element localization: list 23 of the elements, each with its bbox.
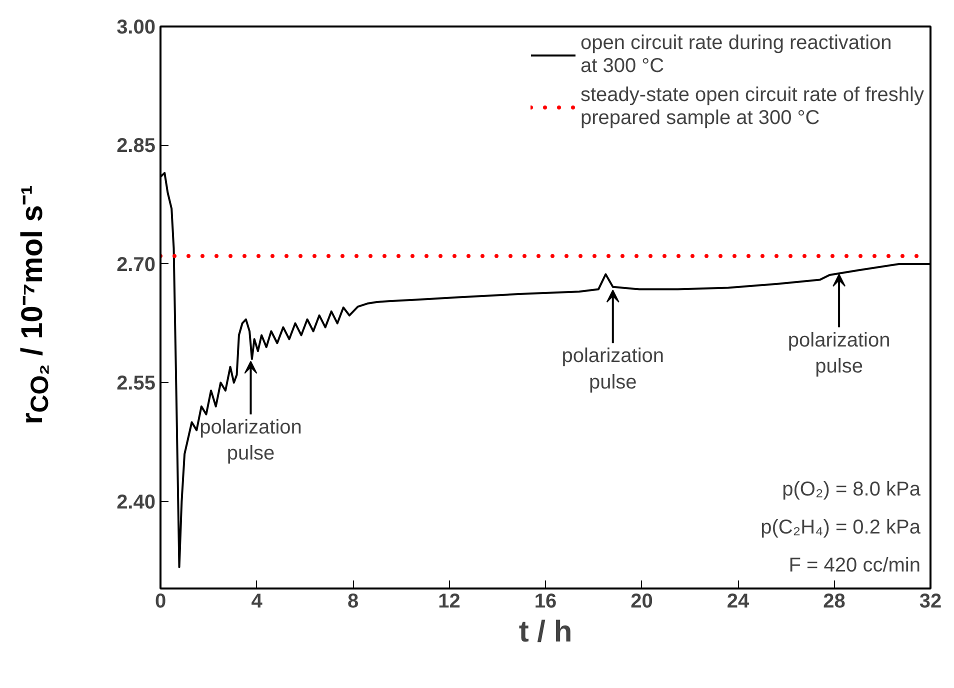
x-tick-label: 12	[438, 590, 460, 612]
x-tick-label: 32	[919, 590, 942, 612]
y-tick-label: 3.00	[116, 16, 156, 38]
y-tick-label: 2.40	[116, 491, 156, 514]
annotation: polarization pulse	[200, 416, 302, 465]
annotation: F = 420 cc/min	[788, 554, 920, 576]
annotation: p(O₂) = 8.0 kPa	[782, 478, 922, 500]
x-tick-label: 8	[347, 590, 359, 612]
annotation: polarization pulse	[788, 329, 890, 378]
annotation: polarization pulse	[562, 345, 664, 394]
x-tick-label: 0	[154, 590, 166, 612]
y-tick-label: 2.85	[116, 135, 156, 158]
x-tick-label: 4	[251, 590, 264, 612]
y-tick-label: 2.70	[116, 254, 156, 276]
x-tick-label: 16	[534, 590, 557, 612]
legend-label: steady-state open circuit rate of freshly prepared sample at 300 °C	[580, 84, 924, 130]
x-tick-label: 24	[726, 590, 750, 612]
x-tick-label: 20	[630, 590, 653, 612]
x-tick-label: 28	[823, 590, 846, 612]
y-tick-label: 2.55	[116, 372, 156, 395]
legend-label: open circuit rate during reactivation at 300 °C	[580, 32, 892, 78]
x-axis-title: t / h	[518, 616, 572, 648]
annotation: p(C₂H₄) = 0.2 kPa	[760, 516, 922, 538]
